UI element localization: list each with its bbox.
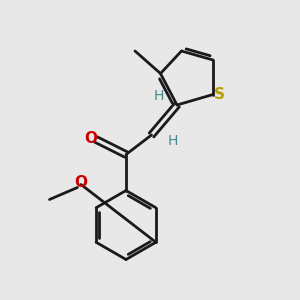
Text: H: H (154, 89, 164, 103)
Text: H: H (167, 134, 178, 148)
Text: O: O (84, 130, 97, 146)
Text: O: O (74, 175, 88, 190)
Text: S: S (214, 87, 225, 102)
